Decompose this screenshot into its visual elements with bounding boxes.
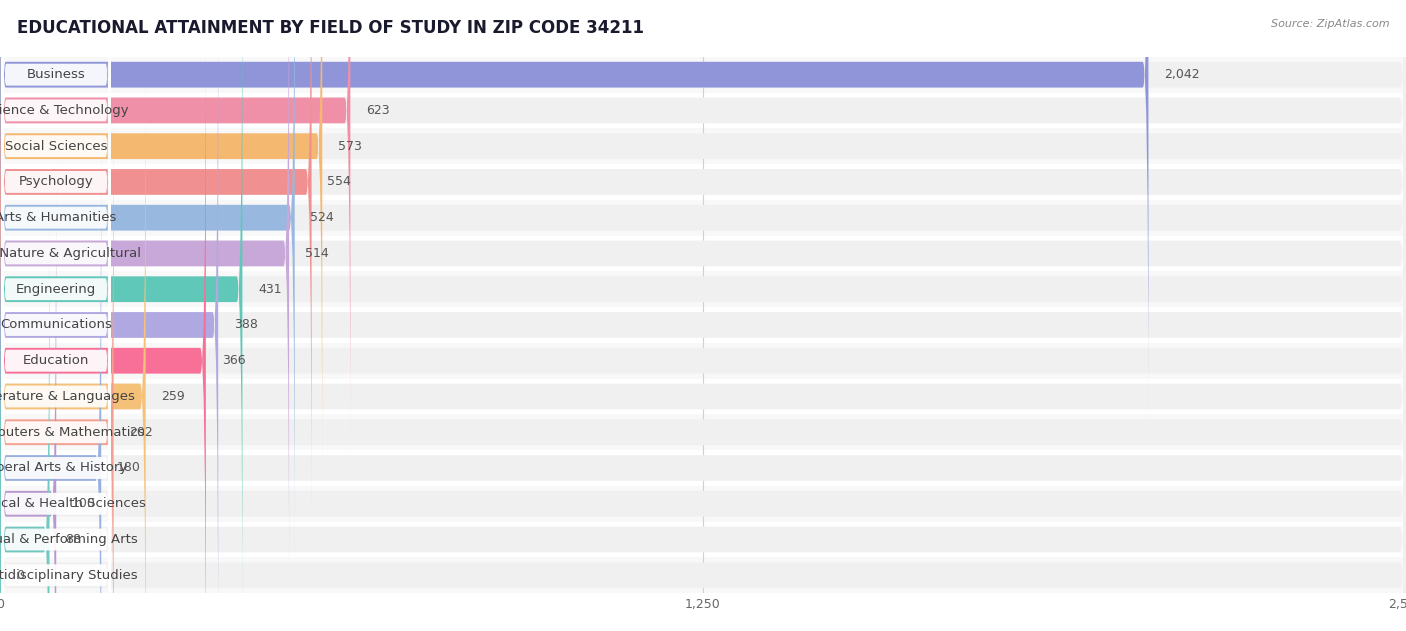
FancyBboxPatch shape (0, 16, 1406, 631)
FancyBboxPatch shape (1, 264, 111, 631)
Text: 524: 524 (311, 211, 335, 224)
Text: 259: 259 (162, 390, 186, 403)
Text: 431: 431 (259, 283, 281, 296)
Bar (0, 271, 1406, 307)
Text: Source: ZipAtlas.com: Source: ZipAtlas.com (1271, 19, 1389, 29)
FancyBboxPatch shape (0, 195, 49, 631)
FancyBboxPatch shape (0, 0, 1406, 420)
Bar (0, 235, 1406, 271)
Text: Physical & Health Sciences: Physical & Health Sciences (0, 497, 146, 510)
Text: 100: 100 (72, 497, 96, 510)
FancyBboxPatch shape (0, 123, 1406, 631)
Text: 180: 180 (117, 461, 141, 475)
FancyBboxPatch shape (0, 195, 1406, 631)
FancyBboxPatch shape (1, 121, 111, 631)
FancyBboxPatch shape (0, 0, 1406, 455)
FancyBboxPatch shape (1, 86, 111, 631)
FancyBboxPatch shape (1, 228, 111, 631)
Text: Education: Education (22, 354, 89, 367)
FancyBboxPatch shape (0, 88, 1406, 631)
Text: Literature & Languages: Literature & Languages (0, 390, 135, 403)
FancyBboxPatch shape (0, 0, 1406, 491)
FancyBboxPatch shape (0, 159, 56, 631)
FancyBboxPatch shape (0, 16, 205, 631)
FancyBboxPatch shape (0, 0, 1406, 598)
Text: 554: 554 (328, 175, 352, 189)
Text: Science & Technology: Science & Technology (0, 104, 129, 117)
FancyBboxPatch shape (0, 52, 146, 631)
Bar (0, 343, 1406, 379)
FancyBboxPatch shape (1, 50, 111, 631)
Bar (0, 307, 1406, 343)
FancyBboxPatch shape (1, 0, 111, 386)
Text: 573: 573 (337, 139, 361, 153)
FancyBboxPatch shape (0, 230, 1406, 631)
Text: Bio, Nature & Agricultural: Bio, Nature & Agricultural (0, 247, 142, 260)
FancyBboxPatch shape (1, 0, 111, 600)
Text: 0: 0 (15, 569, 24, 582)
Bar (0, 415, 1406, 450)
FancyBboxPatch shape (1, 0, 111, 457)
FancyBboxPatch shape (0, 159, 1406, 631)
Text: Psychology: Psychology (18, 175, 93, 189)
FancyBboxPatch shape (0, 0, 1149, 420)
Text: EDUCATIONAL ATTAINMENT BY FIELD OF STUDY IN ZIP CODE 34211: EDUCATIONAL ATTAINMENT BY FIELD OF STUDY… (17, 19, 644, 37)
FancyBboxPatch shape (1, 0, 111, 493)
FancyBboxPatch shape (1, 0, 111, 422)
Text: 388: 388 (233, 319, 257, 331)
FancyBboxPatch shape (0, 0, 1406, 527)
Text: 514: 514 (305, 247, 329, 260)
Text: Engineering: Engineering (15, 283, 96, 296)
FancyBboxPatch shape (0, 0, 322, 491)
FancyBboxPatch shape (0, 0, 290, 598)
FancyBboxPatch shape (1, 157, 111, 631)
FancyBboxPatch shape (1, 0, 111, 564)
FancyBboxPatch shape (0, 0, 218, 631)
Bar (0, 57, 1406, 93)
Text: Visual & Performing Arts: Visual & Performing Arts (0, 533, 138, 546)
Bar (0, 557, 1406, 593)
Bar (0, 486, 1406, 522)
Bar (0, 379, 1406, 415)
Text: 2,042: 2,042 (1164, 68, 1199, 81)
Text: Liberal Arts & History: Liberal Arts & History (0, 461, 127, 475)
Text: Social Sciences: Social Sciences (4, 139, 107, 153)
Bar (0, 522, 1406, 557)
Text: Arts & Humanities: Arts & Humanities (0, 211, 117, 224)
Text: Communications: Communications (0, 319, 112, 331)
Text: 202: 202 (129, 426, 153, 439)
FancyBboxPatch shape (1, 0, 111, 529)
Bar (0, 128, 1406, 164)
FancyBboxPatch shape (0, 0, 1406, 562)
FancyBboxPatch shape (0, 52, 1406, 631)
Bar (0, 200, 1406, 235)
Text: 623: 623 (366, 104, 389, 117)
Text: Multidisciplinary Studies: Multidisciplinary Studies (0, 569, 138, 582)
FancyBboxPatch shape (1, 193, 111, 631)
FancyBboxPatch shape (0, 88, 114, 631)
FancyBboxPatch shape (1, 14, 111, 631)
Text: Business: Business (27, 68, 86, 81)
FancyBboxPatch shape (0, 0, 350, 455)
Text: 88: 88 (65, 533, 82, 546)
FancyBboxPatch shape (0, 0, 242, 631)
Bar (0, 93, 1406, 128)
FancyBboxPatch shape (0, 0, 312, 527)
Bar (0, 164, 1406, 200)
FancyBboxPatch shape (0, 123, 101, 631)
Text: 366: 366 (222, 354, 245, 367)
FancyBboxPatch shape (0, 0, 295, 562)
Bar (0, 450, 1406, 486)
Text: Computers & Mathematics: Computers & Mathematics (0, 426, 145, 439)
